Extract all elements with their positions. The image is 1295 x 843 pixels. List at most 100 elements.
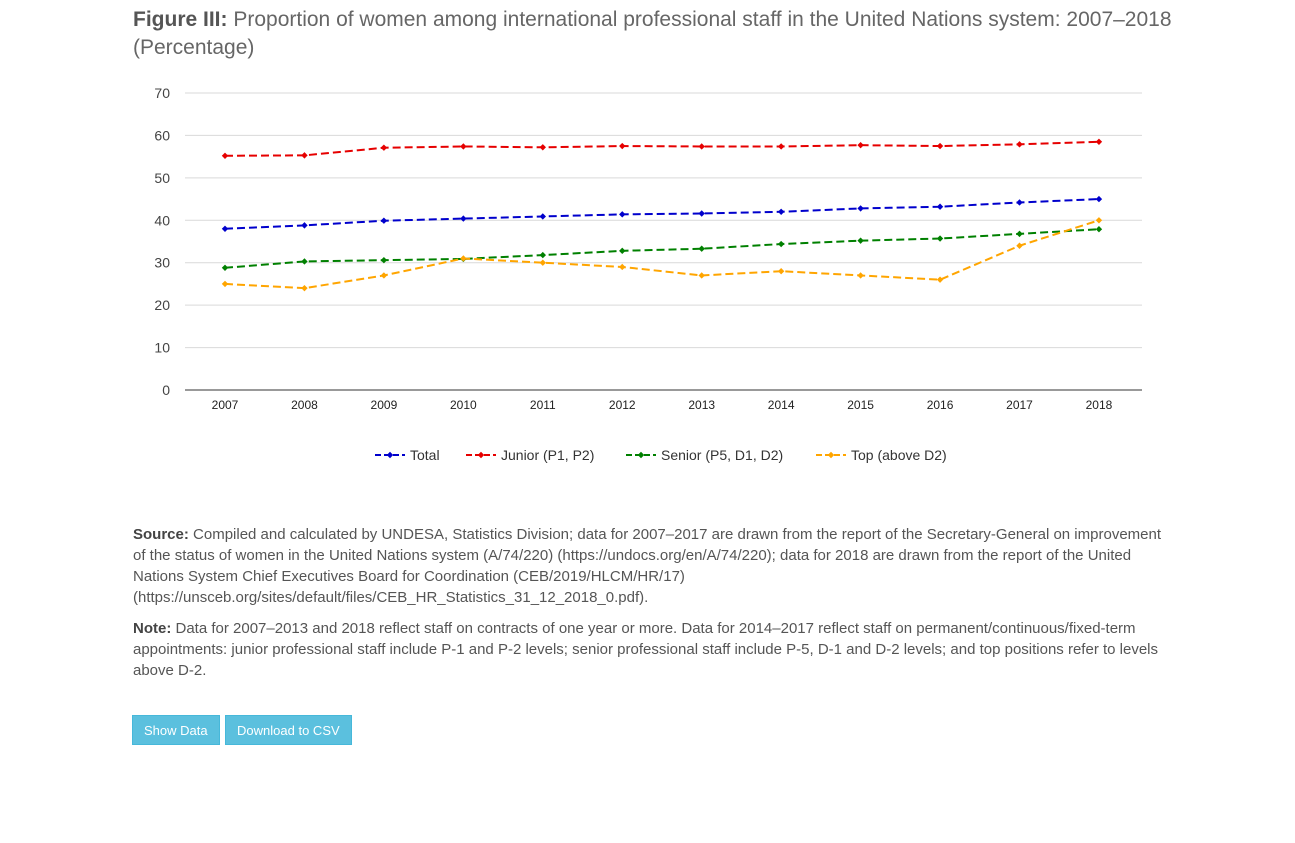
data-point [301, 222, 308, 229]
data-point [936, 235, 944, 242]
data-point [857, 141, 864, 149]
data-point [1016, 199, 1023, 206]
y-tick-label: 40 [154, 212, 170, 228]
data-point [1095, 138, 1103, 145]
figure-label: Figure III: [133, 8, 228, 31]
note-text: Data for 2007–2013 and 2018 reflect staf… [133, 620, 1159, 679]
data-point [857, 205, 864, 212]
y-tick-label: 50 [154, 170, 170, 186]
data-point [301, 284, 308, 292]
source-text: Compiled and calculated by UNDESA, Stati… [133, 526, 1162, 606]
download-csv-button[interactable]: Download to CSV [225, 715, 352, 745]
data-point [777, 208, 785, 215]
x-tick-label: 2014 [768, 398, 795, 412]
data-point [460, 143, 467, 150]
series-4 [221, 217, 1103, 292]
data-point [460, 215, 467, 222]
figure-title-text: Proportion of women among international … [133, 8, 1172, 59]
data-point [301, 152, 308, 159]
legend-label: Top (above D2) [851, 447, 947, 463]
data-point [619, 247, 626, 255]
data-point [1095, 195, 1103, 203]
series-line [224, 198, 1099, 230]
legend-item: Top (above D2) [816, 447, 947, 463]
series-line [224, 140, 1099, 157]
legend-marker [827, 451, 835, 459]
show-data-button[interactable]: Show Data [132, 715, 220, 745]
data-point [936, 276, 944, 283]
data-point [857, 237, 864, 244]
data-point [1016, 242, 1023, 249]
y-axis-ticks: 0 10 20 30 40 50 60 70 [154, 85, 170, 398]
series-1 [221, 195, 1103, 232]
x-tick-label: 2011 [530, 398, 556, 412]
data-point [221, 280, 229, 288]
data-point [857, 272, 864, 279]
data-point [539, 259, 546, 266]
x-tick-label: 2017 [1006, 398, 1033, 412]
x-axis-ticks: 2007 2008 2009 2010 2011 2012 2013 2014 2015 2016… [212, 398, 1113, 412]
x-tick-label: 2015 [847, 398, 874, 412]
y-tick-label: 20 [154, 297, 170, 313]
y-tick-label: 60 [154, 127, 170, 143]
data-point [380, 272, 388, 279]
chart-title: Figure III: Proportion of women among in… [133, 6, 1173, 62]
data-point [539, 144, 546, 151]
y-tick-label: 0 [162, 382, 170, 398]
x-tick-label: 2010 [450, 398, 477, 412]
y-tick-label: 70 [154, 85, 170, 101]
button-row: Show Data Download to CSV [132, 715, 353, 745]
data-point [698, 272, 705, 279]
chart-notes: Source: Compiled and calculated by UNDES… [133, 524, 1163, 691]
grid-lines [185, 92, 1142, 391]
data-point [1016, 230, 1023, 238]
series-3 [221, 225, 1103, 272]
data-note: Note: Data for 2007–2013 and 2018 reflec… [133, 618, 1163, 681]
data-point [221, 225, 229, 232]
legend-label: Senior (P5, D1, D2) [661, 447, 783, 463]
data-point [380, 256, 388, 264]
data-point [777, 143, 785, 150]
x-tick-label: 2012 [609, 398, 636, 412]
x-tick-label: 2007 [212, 398, 239, 412]
data-point [221, 152, 229, 159]
data-point [539, 213, 546, 220]
data-point [936, 203, 944, 210]
source-label: Source: [133, 526, 189, 543]
data-point [460, 255, 467, 262]
data-point [539, 251, 546, 259]
data-point [619, 142, 626, 150]
source-note: Source: Compiled and calculated by UNDES… [133, 524, 1163, 608]
data-point [698, 245, 705, 252]
series-line [224, 228, 1100, 269]
data-point [619, 211, 626, 218]
legend-label: Junior (P1, P2) [501, 447, 594, 463]
y-tick-label: 10 [154, 340, 170, 356]
data-point [777, 240, 785, 248]
data-point [1095, 217, 1103, 224]
data-point [777, 268, 785, 275]
data-point [698, 143, 705, 150]
series-lines [221, 138, 1103, 292]
data-point [698, 210, 705, 217]
legend-item: Senior (P5, D1, D2) [626, 447, 783, 463]
legend-label: Total [410, 447, 440, 463]
x-tick-label: 2009 [371, 398, 398, 412]
data-point [619, 263, 626, 271]
x-tick-label: 2008 [291, 398, 318, 412]
data-point [936, 142, 944, 150]
data-point [221, 264, 229, 272]
x-tick-label: 2018 [1086, 398, 1113, 412]
legend: Total Junior (P1, P2) Senior (P5, D1, D2) T… [375, 447, 947, 463]
legend-item: Total [375, 447, 440, 463]
legend-marker [477, 451, 485, 459]
data-point [1095, 225, 1103, 233]
note-label: Note: [133, 620, 172, 637]
legend-marker [637, 451, 645, 459]
legend-item: Junior (P1, P2) [466, 447, 594, 463]
series-line [224, 219, 1100, 290]
line-chart: 0 10 20 30 40 50 60 70 2007 2008 2009 2010 2011 2012… [154, 85, 1142, 463]
data-point [380, 217, 388, 224]
y-tick-label: 30 [154, 255, 170, 271]
x-tick-label: 2013 [688, 398, 715, 412]
